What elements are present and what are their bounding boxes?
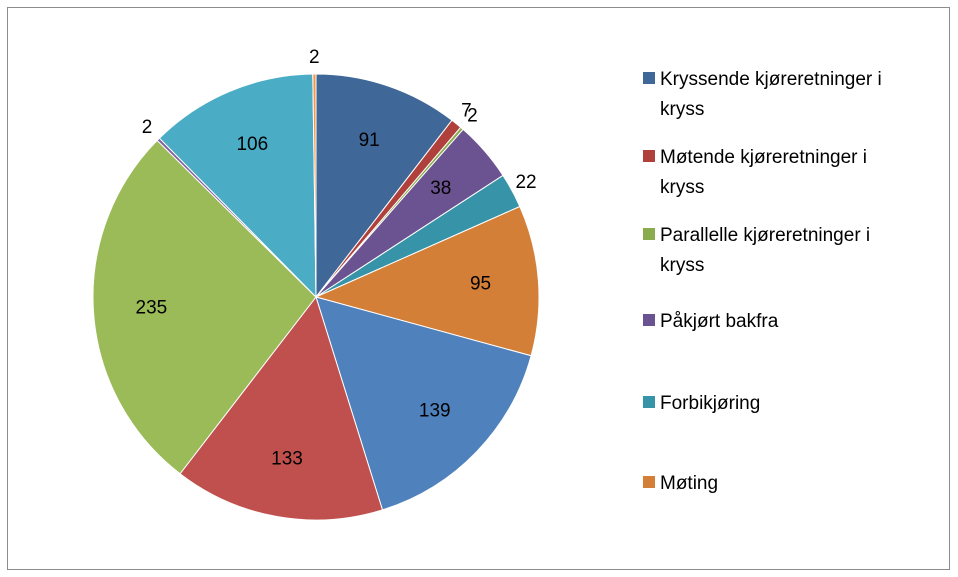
data-label: 38 bbox=[430, 178, 451, 199]
pie-slice bbox=[312, 73, 317, 298]
legend-swatch bbox=[643, 476, 655, 488]
legend-label: Møting bbox=[660, 473, 719, 494]
legend-item: Møting bbox=[643, 469, 893, 499]
pie-slice bbox=[315, 296, 532, 511]
legend-swatch bbox=[643, 228, 655, 240]
legend-item: Møtende kjøreretninger i kryss bbox=[643, 143, 893, 203]
data-label: 91 bbox=[359, 130, 380, 151]
legend-item: Påkjørt bakfra bbox=[643, 307, 893, 337]
pie-slice bbox=[315, 73, 453, 299]
legend-swatch bbox=[643, 150, 655, 162]
data-label: 106 bbox=[236, 134, 268, 155]
legend-label: Påkjørt bakfra bbox=[660, 311, 779, 332]
pie-slice bbox=[179, 295, 384, 521]
pie-slice bbox=[158, 73, 317, 299]
data-label: 235 bbox=[136, 297, 168, 318]
data-label: 2 bbox=[142, 117, 153, 138]
pie-slice bbox=[314, 205, 540, 357]
legend-swatch bbox=[643, 314, 655, 326]
pie-slice bbox=[92, 139, 317, 475]
legend-item: Forbikjøring bbox=[643, 389, 893, 419]
legend-swatch bbox=[643, 396, 655, 408]
legend-swatch bbox=[643, 72, 655, 84]
legend-label: Møtende kjøreretninger i kryss bbox=[660, 147, 867, 198]
legend-label: Kryssende kjøreretninger i kryss bbox=[660, 69, 882, 120]
legend-item: Kryssende kjøreretninger i kryss bbox=[643, 65, 893, 125]
data-label: 133 bbox=[271, 448, 303, 469]
data-label: 2 bbox=[467, 105, 478, 126]
legend-label: Forbikjøring bbox=[660, 393, 761, 414]
legend-item: Parallelle kjøreretninger i kryss bbox=[643, 221, 893, 281]
data-label: 139 bbox=[419, 401, 451, 422]
data-label: 95 bbox=[470, 274, 491, 295]
legend-label: Parallelle kjøreretninger i kryss bbox=[660, 225, 871, 276]
data-label: 7 bbox=[461, 100, 472, 121]
data-label: 2 bbox=[309, 47, 320, 68]
data-label: 22 bbox=[515, 172, 536, 193]
